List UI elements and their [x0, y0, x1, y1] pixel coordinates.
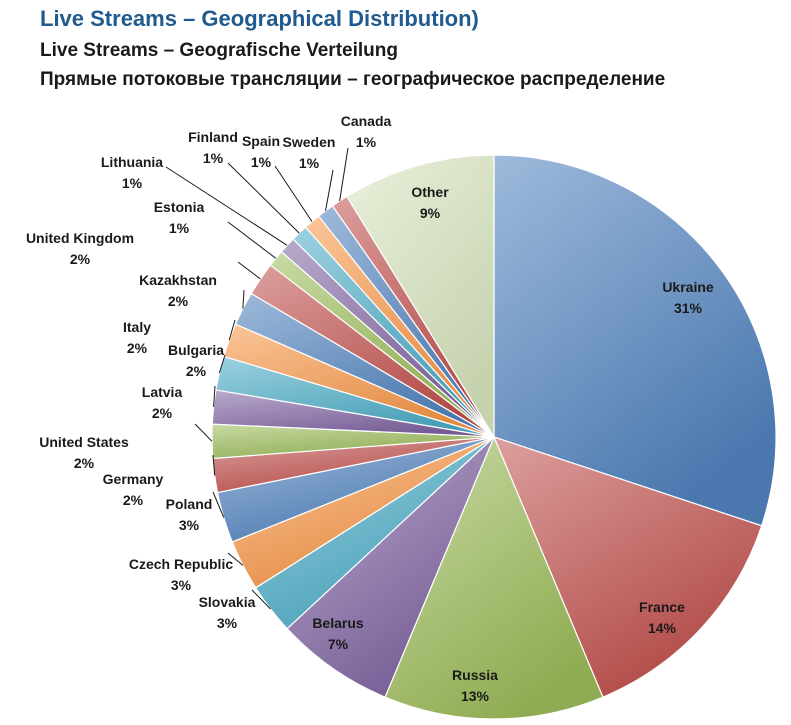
slice-value-lithuania: 1%	[122, 175, 143, 191]
leader-line-united-states	[194, 423, 213, 442]
leader-lines	[165, 147, 349, 610]
leader-line-czech-republic	[227, 552, 244, 566]
slice-value-slovakia: 3%	[217, 615, 238, 631]
slice-label-canada: Canada	[341, 113, 392, 129]
slice-label-italy: Italy	[123, 319, 151, 335]
chart-subtitle-german: Live Streams – Geografische Verteilung	[40, 40, 398, 61]
slice-france	[492, 436, 763, 698]
slice-russia	[384, 435, 604, 720]
slice-value-poland: 3%	[179, 517, 200, 533]
slice-value-estonia: 1%	[169, 220, 190, 236]
slice-value-bulgaria: 2%	[186, 363, 207, 379]
slice-label-czech-republic: Czech Republic	[129, 556, 233, 572]
slice-value-france: 14%	[648, 620, 677, 636]
slice-label-spain: Spain	[242, 133, 280, 149]
slice-value-united-states: 2%	[74, 455, 95, 471]
chart-title: Live Streams – Geographical Distribution…	[40, 6, 479, 31]
slice-value-other: 9%	[420, 205, 441, 221]
slice-labels: Ukraine 31% France 14% Russia 13% Belarus 7% Slo…	[26, 113, 714, 704]
slice-value-canada: 1%	[356, 134, 377, 150]
slice-value-russia: 13%	[461, 688, 490, 704]
slice-belarus	[286, 436, 495, 698]
slice-label-belarus: Belarus	[312, 615, 364, 631]
slice-value-germany: 2%	[123, 492, 144, 508]
slice-label-bulgaria: Bulgaria	[168, 342, 224, 358]
leader-line-canada	[339, 147, 349, 202]
leader-line-lithuania	[165, 166, 288, 246]
slice-value-spain: 1%	[251, 154, 272, 170]
slice-value-latvia: 2%	[152, 405, 173, 421]
slice-label-france: France	[639, 599, 685, 615]
slice-label-kazakhstan: Kazakhstan	[139, 272, 217, 288]
leader-line-estonia	[227, 221, 277, 259]
slice-value-finland: 1%	[203, 150, 224, 166]
slice-value-kazakhstan: 2%	[168, 293, 189, 309]
leader-line-finland	[227, 162, 300, 234]
leader-line-slovakia	[251, 589, 271, 610]
leader-line-italy	[228, 319, 236, 341]
slice-value-ukraine: 31%	[674, 300, 703, 316]
slice-value-sweden: 1%	[299, 155, 320, 171]
slice-label-united-kingdom: United Kingdom	[26, 230, 134, 246]
slice-label-ukraine: Ukraine	[662, 279, 714, 295]
slice-label-other: Other	[411, 184, 449, 200]
leader-line-united-kingdom	[237, 261, 261, 280]
slice-label-estonia: Estonia	[154, 199, 205, 215]
leader-line-germany	[212, 454, 216, 476]
leader-line-bulgaria	[218, 354, 226, 374]
title-block: Live Streams – Geographical Distribution…	[40, 6, 780, 98]
slice-value-united-kingdom: 2%	[70, 251, 91, 267]
slice-value-czech-republic: 3%	[171, 577, 192, 593]
slice-label-united-states: United States	[39, 434, 129, 450]
slice-label-poland: Poland	[166, 496, 213, 512]
slice-label-lithuania: Lithuania	[101, 154, 163, 170]
slice-label-germany: Germany	[103, 471, 164, 487]
leader-line-kazakhstan	[242, 289, 245, 309]
slice-label-latvia: Latvia	[142, 384, 183, 400]
slice-label-finland: Finland	[188, 129, 238, 145]
slice-ukraine	[493, 154, 777, 527]
slice-label-sweden: Sweden	[283, 134, 336, 150]
leader-line-spain	[274, 165, 313, 222]
slice-other	[346, 154, 495, 440]
slice-label-slovakia: Slovakia	[199, 594, 256, 610]
leader-line-latvia	[213, 385, 216, 408]
slice-label-russia: Russia	[452, 667, 498, 683]
leader-line-poland	[212, 491, 225, 518]
leader-line-sweden	[325, 169, 334, 211]
chart-subtitle-russian: Прямые потоковые трансляции – географиче…	[40, 69, 666, 90]
slice-value-italy: 2%	[127, 340, 148, 356]
pie-slices	[211, 154, 777, 720]
slice-value-belarus: 7%	[328, 636, 349, 652]
